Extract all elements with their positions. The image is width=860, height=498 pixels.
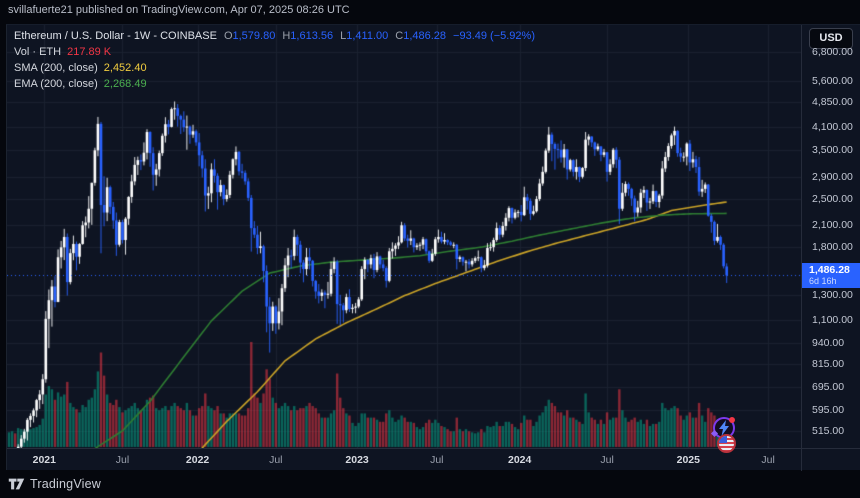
time-tick-label: Jul	[115, 454, 130, 466]
sma-legend-row[interactable]: SMA (200, close) 2,452.40	[14, 60, 535, 76]
price-tick-label: 595.00	[812, 403, 845, 416]
price-tick-label: 2,100.00	[812, 218, 853, 231]
price-tick-label: 2,900.00	[812, 171, 853, 184]
price-tick-label: 1,800.00	[812, 241, 853, 254]
symbol-legend-row[interactable]: Ethereum / U.S. Dollar - 1W - COINBASE O1…	[14, 28, 535, 44]
high-label: H	[282, 30, 291, 42]
lightning-bolt-glyph	[719, 420, 729, 436]
price-tick-label: 695.00	[812, 380, 845, 393]
open-label: O	[223, 30, 233, 42]
time-tick-label: 2021	[32, 454, 56, 466]
tradingview-wordmark: TradingView	[30, 477, 101, 491]
price-chart-canvas[interactable]	[7, 25, 801, 448]
price-tick-label: 5,600.00	[812, 74, 853, 87]
ema-legend-row[interactable]: EMA (200, close) 2,268.49	[14, 76, 535, 92]
price-tick-label: 1,300.00	[812, 289, 853, 301]
time-tick-label: Jul	[600, 454, 614, 466]
currency-unit-button[interactable]: USD	[809, 28, 853, 49]
price-tick-label: 3,500.00	[812, 143, 853, 156]
price-tick-label: 515.00	[812, 424, 845, 437]
price-tick-label: 6,800.00	[812, 46, 853, 59]
time-tick-label: 2025	[676, 454, 700, 466]
last-price-value: 1,486.28	[809, 264, 850, 277]
tradingview-mark-icon	[8, 478, 25, 490]
price-tick-label: 1,100.00	[812, 313, 853, 326]
price-tick-label: 815.00	[812, 357, 845, 370]
low-label: L	[340, 30, 347, 42]
volume-legend-row[interactable]: Vol · ETH 217.89 K	[14, 44, 535, 60]
close-value: 1,486.28	[403, 30, 447, 42]
price-tick-label: 4,850.00	[812, 96, 853, 108]
ema-value: 2,268.49	[103, 78, 147, 90]
time-tick-label: 2022	[185, 454, 210, 466]
last-price-label: 1,486.28 6d 16h	[802, 263, 860, 289]
close-label: C	[395, 30, 404, 42]
bar-countdown: 6d 16h	[809, 276, 837, 287]
sma-value: 2,452.40	[103, 62, 147, 74]
time-tick-label: 2023	[345, 454, 369, 466]
us-flag-event-icon[interactable]	[717, 434, 736, 453]
time-tick-label: Jul	[269, 454, 283, 466]
time-axis[interactable]: 2021 Jul 2022 Jul 2023 Jul 2024 Jul 2025 Jul	[7, 448, 860, 471]
tradingview-logo[interactable]: TradingView	[8, 475, 101, 493]
chart-widget: Ethereum / U.S. Dollar - 1W - COINBASE O1…	[6, 24, 860, 471]
open-value: 1,579.80	[232, 30, 276, 42]
time-tick-label: Jul	[430, 454, 444, 466]
price-tick-label: 940.00	[812, 336, 845, 349]
low-value: 1,411.00	[346, 30, 389, 42]
price-axis[interactable]: USD 1,486.28 6d 16h 6,800.00 5,600.00 4,85…	[801, 25, 860, 471]
sma-label: SMA (200, close)	[14, 62, 98, 74]
footer-bar: TradingView	[0, 470, 860, 498]
volume-label: Vol · ETH	[14, 46, 62, 58]
change-value: −93.49 (−5.92%)	[453, 30, 535, 42]
notification-dot	[729, 417, 735, 423]
price-tick-label: 2,500.00	[812, 193, 853, 206]
price-tick-label: 4,100.00	[812, 120, 853, 133]
time-tick-label: 2024	[508, 454, 532, 466]
attribution-text: svillafuerte21 published on TradingView.…	[8, 4, 350, 16]
ema-label: EMA (200, close)	[14, 78, 98, 90]
attribution-bar: svillafuerte21 published on TradingView.…	[0, 0, 860, 22]
volume-value: 217.89 K	[67, 46, 112, 58]
chart-legend: Ethereum / U.S. Dollar - 1W - COINBASE O1…	[14, 28, 535, 92]
time-tick-label: Jul	[761, 454, 775, 466]
symbol-title: Ethereum / U.S. Dollar - 1W - COINBASE	[14, 30, 217, 42]
flag-canton	[719, 436, 727, 443]
high-value: 1,613.56	[290, 30, 334, 42]
